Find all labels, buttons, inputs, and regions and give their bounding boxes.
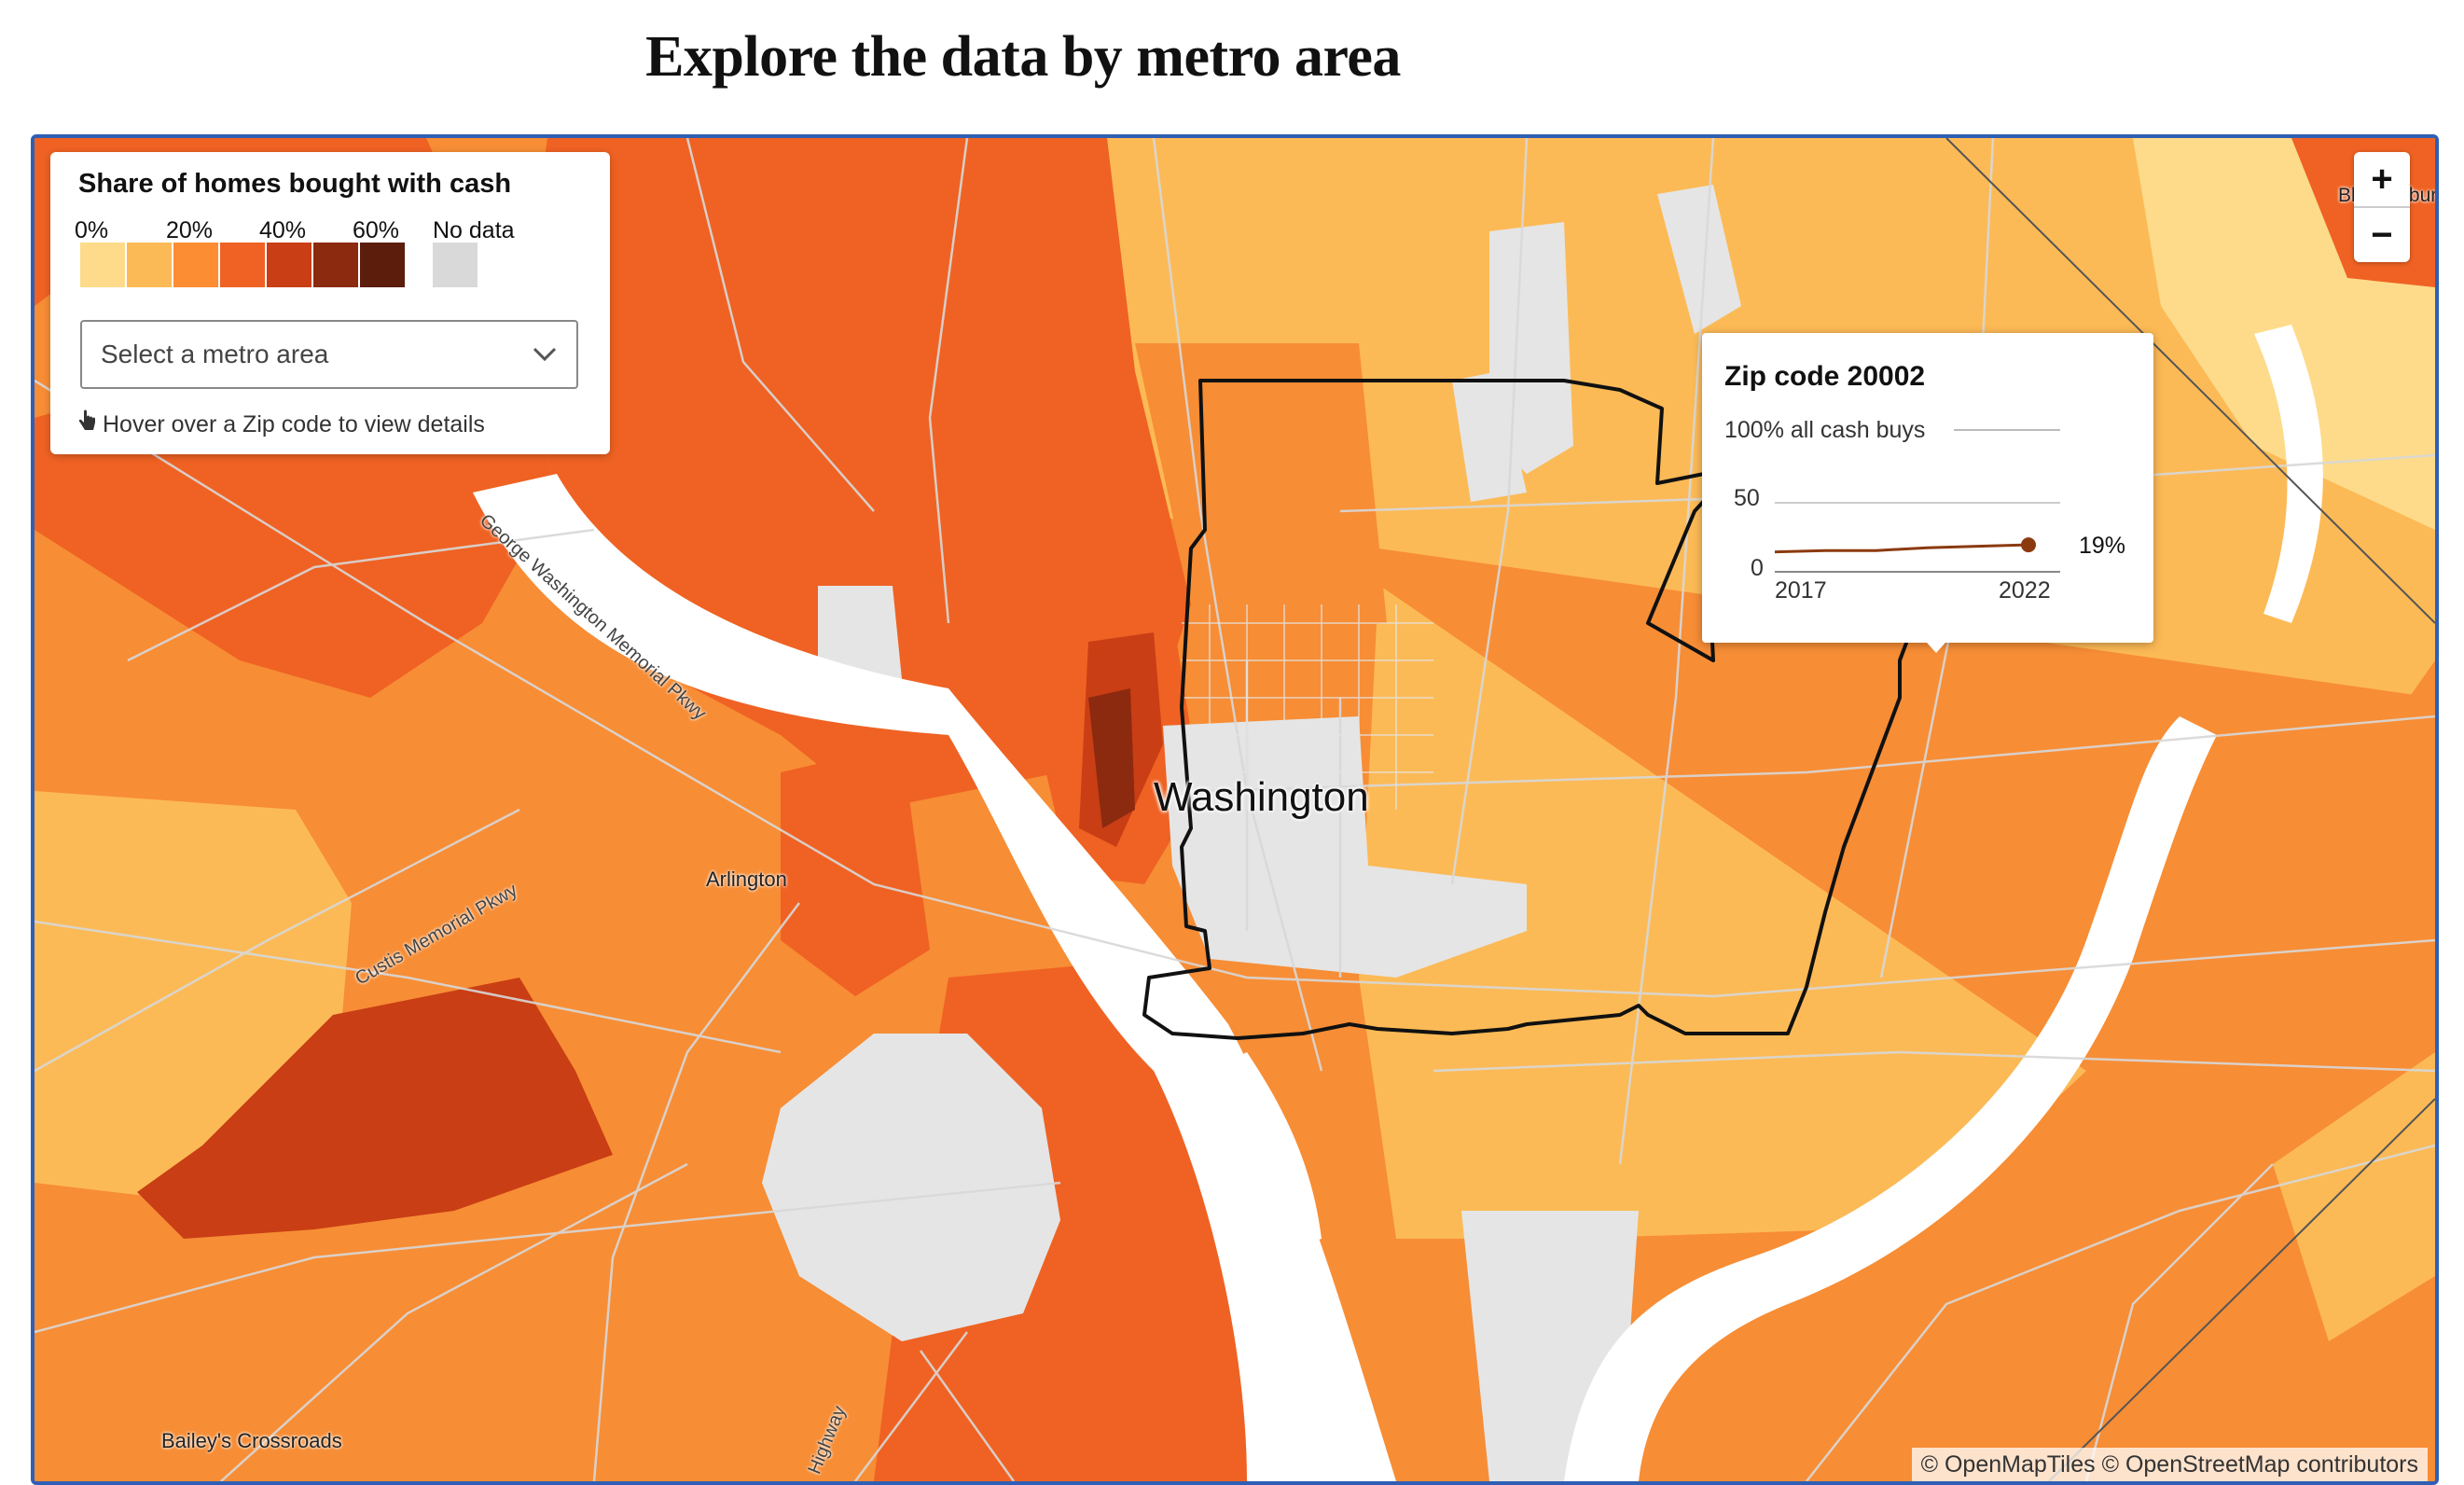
tooltip-y-tick-0: 0 [1751,555,1764,581]
zoom-control: + − [2354,152,2410,262]
legend-tick-20: 20% [166,217,214,243]
river [2254,325,2323,623]
no-data-region [1163,716,1527,978]
legend-swatch-no-data [433,243,478,287]
zip-region[interactable] [1135,343,1387,642]
street-grid [1182,604,1433,810]
tooltip-x-label-2017: 2017 [1775,577,1827,604]
chevron-down-icon [532,340,558,369]
state-boundary [2048,1098,2435,1481]
legend-title: Share of homes bought with cash [78,169,512,199]
legend-swatch-3 [173,243,218,287]
city-label-washington: Washington [1154,774,1369,820]
legend-tick-0: 0% [75,217,109,243]
tooltip-reference-label: 100% all cash buys [1724,417,1926,443]
place-label-arlington: Arlington [706,867,787,891]
zip-region[interactable] [2273,1052,2435,1341]
river [1210,1052,1322,1257]
hover-hint: Hover over a Zip code to view details [78,409,485,440]
zoom-out-button[interactable]: − [2371,214,2393,256]
legend-swatch-5 [267,243,311,287]
river [1564,716,2217,1481]
metro-area-select-value: Select a metro area [101,340,329,368]
river [473,474,1396,1481]
tooltip-pointer [1919,634,1953,653]
pointer-hand-icon [78,409,97,440]
tooltip-sparkline-chart [1774,429,2060,573]
page-title: Explore the data by metro area [645,25,1401,89]
tooltip-title: Zip code 20002 [1724,361,1926,392]
state-boundary [1945,138,2435,624]
last-data-point [2021,537,2036,553]
zip-region[interactable] [137,978,613,1239]
legend-swatch-2 [127,243,172,287]
no-data-region [762,1034,1060,1341]
legend-swatch-7 [360,243,405,287]
zip-tooltip: Zip code 20002 100% all cash buys 50 0 2… [1702,333,2153,643]
zoom-in-button[interactable]: + [2354,152,2410,208]
legend-tick-40: 40% [259,217,307,243]
tooltip-y-tick-50: 50 [1734,485,1760,511]
map-attribution[interactable]: © OpenMapTiles © OpenStreetMap contribut… [1911,1448,2428,1481]
no-data-region [1657,185,1741,334]
legend-no-data-label: No data [433,217,515,243]
hover-hint-text: Hover over a Zip code to view details [103,411,485,437]
zip-region[interactable] [1088,688,1135,828]
legend-panel: Share of homes bought with cash 0% 20% 4… [50,152,610,454]
legend-tick-60: 60% [353,217,400,243]
no-data-region [1489,222,1573,474]
road-network [35,138,2435,1481]
zip-region[interactable] [781,744,930,996]
legend-swatch-1 [80,243,125,287]
legend-swatch-4 [220,243,265,287]
legend-swatch-6 [313,243,358,287]
tooltip-last-value-label: 19% [2079,533,2126,559]
no-data-region [1452,371,1527,502]
line-series [1774,543,2029,554]
place-label-baileys-crossroads: Bailey's Crossroads [161,1429,342,1452]
tooltip-x-label-2022: 2022 [1999,577,2051,604]
metro-area-select[interactable]: Select a metro area [80,320,578,389]
